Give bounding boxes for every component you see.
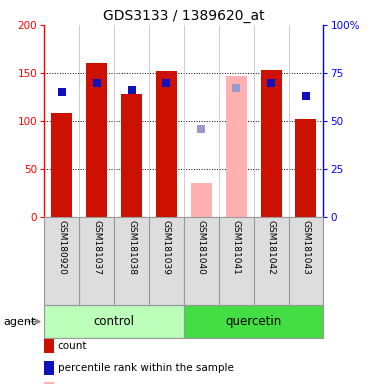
Title: GDS3133 / 1389620_at: GDS3133 / 1389620_at xyxy=(103,8,264,23)
Bar xyxy=(121,94,142,217)
Text: percentile rank within the sample: percentile rank within the sample xyxy=(58,363,234,373)
Text: quercetin: quercetin xyxy=(226,315,282,328)
Text: GSM180920: GSM180920 xyxy=(57,220,66,275)
Text: GSM181041: GSM181041 xyxy=(232,220,241,275)
Text: GSM181042: GSM181042 xyxy=(266,220,276,274)
Bar xyxy=(44,305,184,338)
Bar xyxy=(51,113,72,217)
Bar xyxy=(261,70,281,217)
Text: GSM181043: GSM181043 xyxy=(301,220,310,275)
Text: GSM181037: GSM181037 xyxy=(92,220,101,275)
Bar xyxy=(191,184,212,217)
Text: GSM181038: GSM181038 xyxy=(127,220,136,275)
Text: agent: agent xyxy=(4,316,36,327)
Bar xyxy=(296,119,316,217)
Bar xyxy=(184,305,323,338)
Text: GSM181039: GSM181039 xyxy=(162,220,171,275)
Bar xyxy=(156,71,177,217)
Bar xyxy=(86,63,107,217)
Text: GSM181040: GSM181040 xyxy=(197,220,206,275)
Bar xyxy=(226,76,247,217)
Text: count: count xyxy=(58,341,87,351)
Text: control: control xyxy=(94,315,134,328)
